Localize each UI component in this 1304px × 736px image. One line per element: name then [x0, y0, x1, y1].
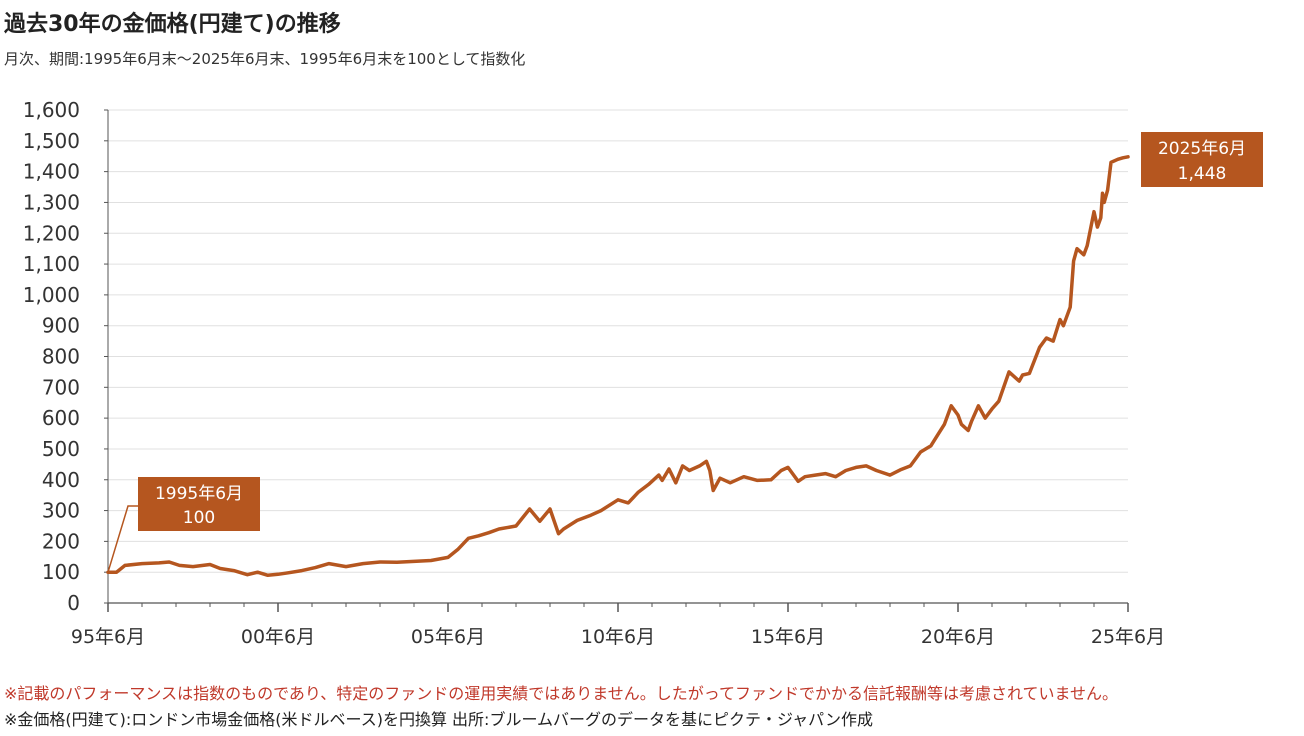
y-tick-label: 1,400 [23, 160, 80, 184]
x-tick-label: 25年6月 [1091, 626, 1165, 648]
y-tick-label: 200 [42, 529, 80, 553]
x-tick-label: 05年6月 [411, 626, 485, 648]
series-layer [106, 155, 1130, 578]
y-tick-label: 900 [42, 314, 80, 338]
y-tick-label: 1,200 [23, 221, 80, 245]
y-tick-label: 800 [42, 345, 80, 369]
start-callout-box [138, 477, 260, 531]
series-line [106, 155, 1130, 578]
end-callout-box [1141, 132, 1263, 187]
disclaimer-note: ※記載のパフォーマンスは指数のものであり、特定のファンドの運用実績ではありません… [4, 684, 1119, 703]
y-tick-label: 300 [42, 499, 80, 523]
y-tick-label: 500 [42, 437, 80, 461]
start-callout-date: 1995年6月 [155, 484, 243, 504]
y-tick-label: 1,000 [23, 283, 80, 307]
end-callout-value: 1,448 [1178, 164, 1227, 184]
y-tick-label: 1,600 [23, 98, 80, 122]
y-tick-label: 1,300 [23, 190, 80, 214]
y-axis: 0 100 200 300 400 500 600 700 800 900 1,000 1,100 1,… [23, 98, 109, 615]
y-tick-label: 600 [42, 406, 80, 430]
start-callout-value: 100 [183, 508, 215, 528]
x-tick-label: 95年6月 [71, 626, 145, 648]
annotations: 1995年6月 100 2025年6月 1,448 [107, 132, 1263, 573]
start-callout-leader [107, 505, 138, 573]
chart-subtitle: 月次、期間:1995年6月末〜2025年6月末、1995年6月末を100として指… [4, 50, 526, 68]
y-tick-label: 100 [42, 560, 80, 584]
chart-title: 過去30年の金価格(円建て)の推移 [4, 12, 341, 37]
x-axis: 95年6月 00年6月 05年6月 10年6月 15年6月 20年6月 25年6月 [71, 602, 1165, 648]
grid-lines [108, 109, 1128, 573]
source-note: ※金価格(円建て):ロンドン市場金価格(米ドルベース)を円換算 出所:ブルームバ… [4, 710, 873, 729]
y-tick-label: 0 [67, 591, 80, 615]
x-tick-label: 20年6月 [921, 626, 995, 648]
x-tick-label: 15年6月 [751, 626, 825, 648]
y-tick-label: 1,500 [23, 129, 80, 153]
y-tick-label: 1,100 [23, 252, 80, 276]
x-tick-label: 00年6月 [241, 626, 315, 648]
y-tick-label: 700 [42, 375, 80, 399]
end-callout-date: 2025年6月 [1158, 139, 1246, 159]
x-tick-label: 10年6月 [581, 626, 655, 648]
y-tick-label: 400 [42, 468, 80, 492]
